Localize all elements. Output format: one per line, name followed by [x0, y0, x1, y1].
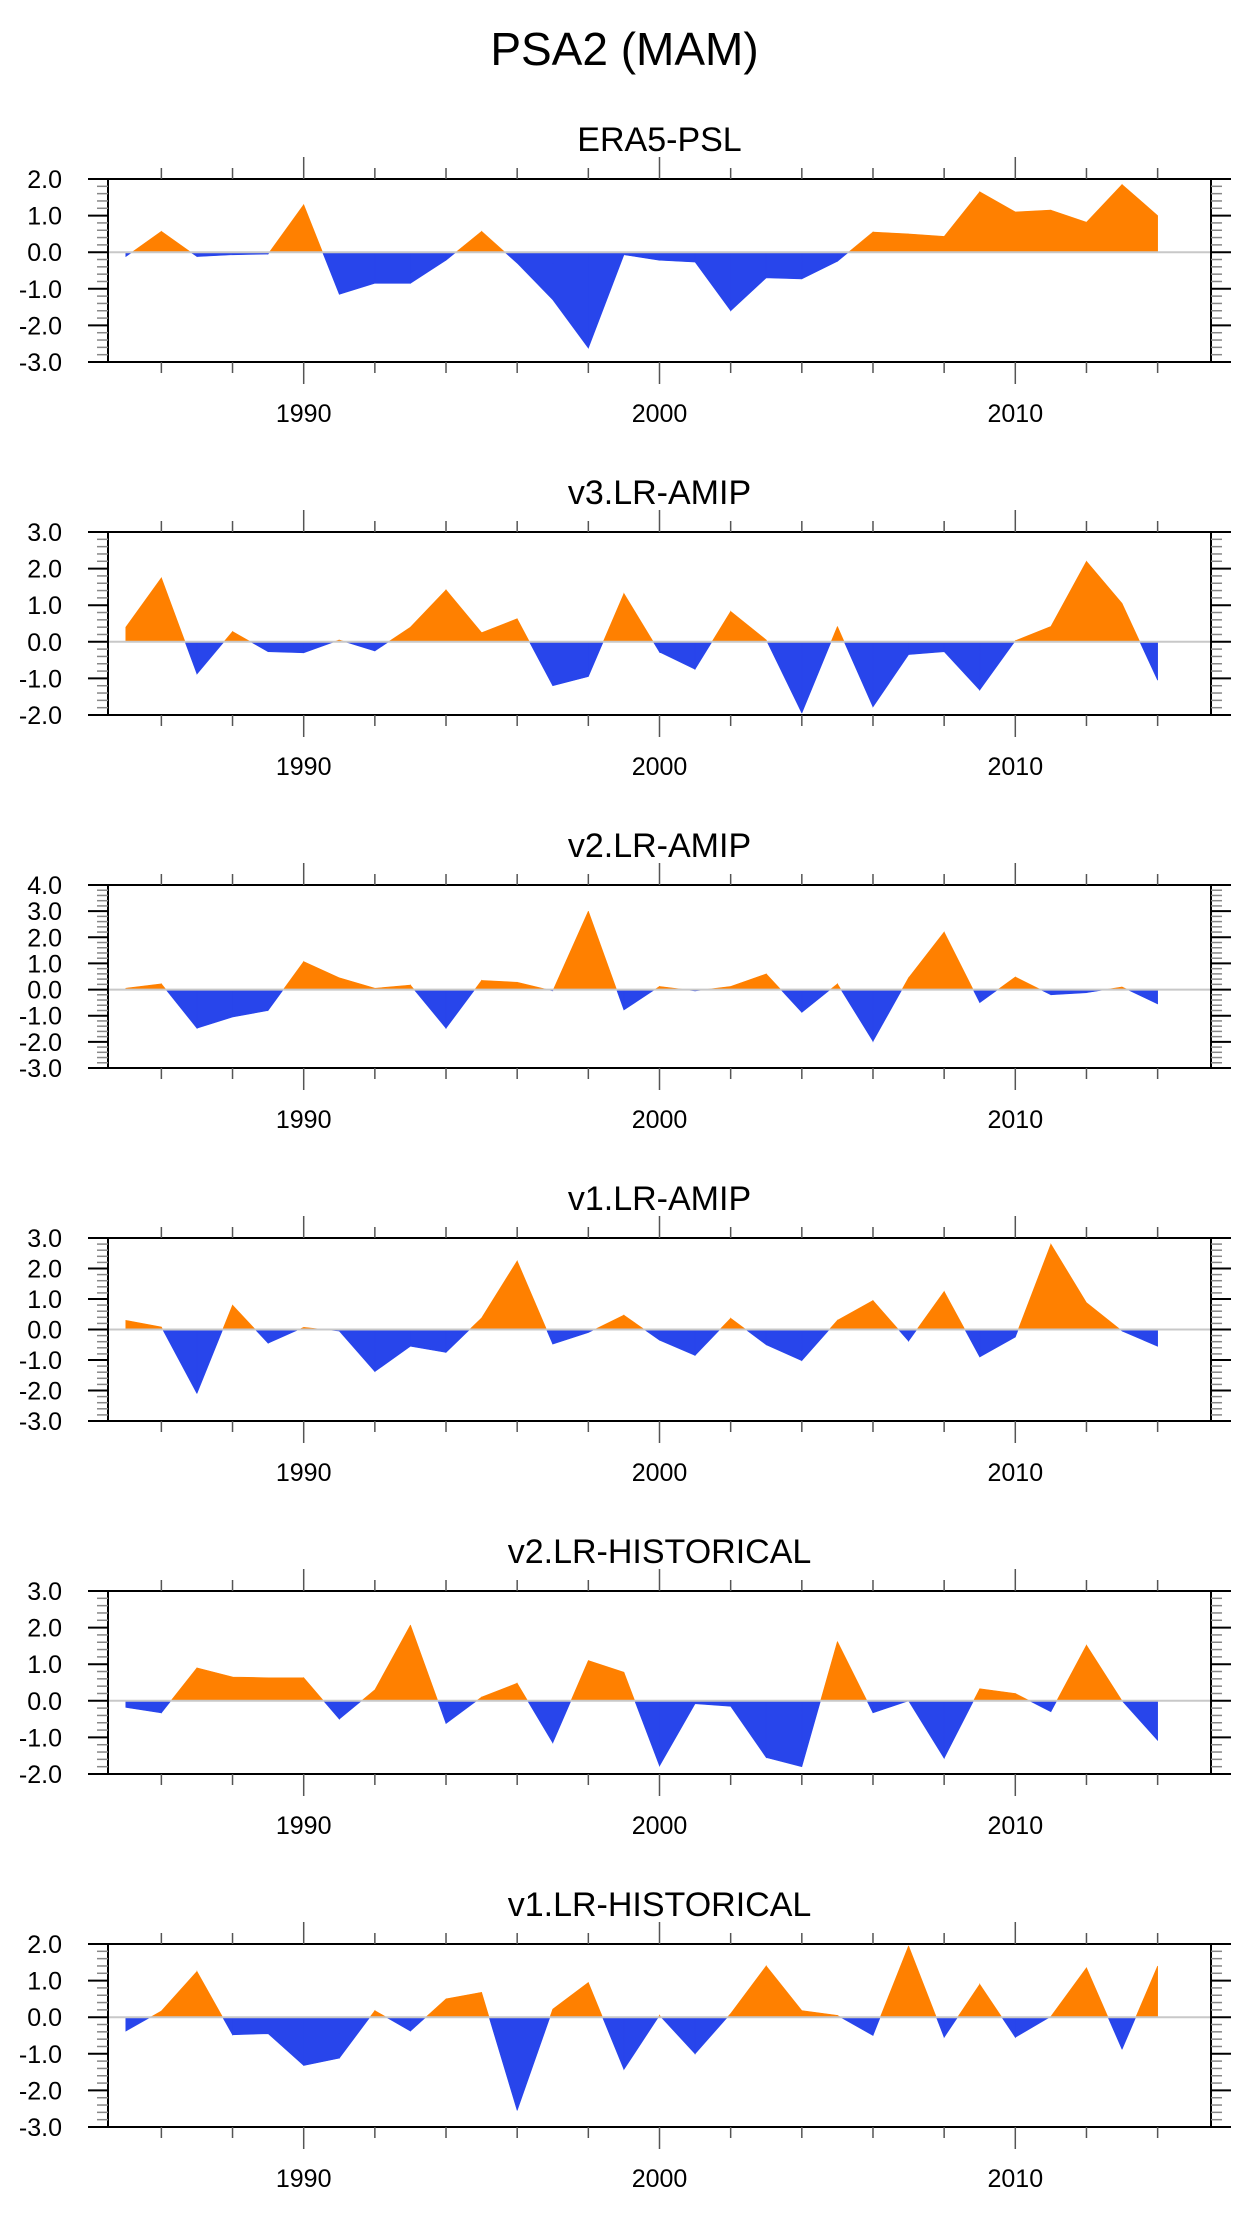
y-tick-label: 3.0 — [27, 1225, 62, 1253]
negative-area — [125, 2016, 1137, 2111]
x-tick-label: 2010 — [987, 1459, 1043, 1487]
y-tick-label: 2.0 — [27, 924, 62, 952]
positive-area — [149, 1945, 1158, 2018]
panel-4: v2.LR-HISTORICAL 3.0 2.0 1.0 0.0 -1.0 -2.0 1990… — [19, 1533, 1231, 1840]
y-tick-label: -1.0 — [19, 1003, 62, 1031]
y-tick-label: -1.0 — [19, 2041, 62, 2069]
y-tick-label: 4.0 — [27, 872, 62, 900]
y-tick-label: 2.0 — [27, 1256, 62, 1284]
panel-0: ERA5-PSL 2.0 1.0 0.0 -1.0 -2.0 -3.0 1990 2000 201… — [19, 121, 1231, 428]
x-tick-label: 2000 — [632, 753, 688, 781]
y-tick-label: -3.0 — [19, 2114, 62, 2142]
x-tick-label: 1990 — [276, 400, 332, 428]
panel-title: v1.LR-AMIP — [568, 1180, 751, 1218]
y-tick-label: -2.0 — [19, 1029, 62, 1057]
x-tick-label: 1990 — [276, 753, 332, 781]
y-tick-label: -1.0 — [19, 1347, 62, 1375]
plot-frame — [107, 531, 1212, 716]
y-tick-label: 1.0 — [27, 592, 62, 620]
panel-5: v1.LR-HISTORICAL 2.0 1.0 0.0 -1.0 -2.0 -3.0 199… — [19, 1886, 1231, 2193]
y-tick-label: 1.0 — [27, 1968, 62, 1996]
x-tick-label: 1990 — [276, 1106, 332, 1134]
x-tick-label: 2000 — [632, 1106, 688, 1134]
negative-area — [165, 989, 1158, 1043]
x-tick-label: 2000 — [632, 1459, 688, 1487]
y-tick-label: 0.0 — [27, 1688, 62, 1716]
positive-area — [131, 183, 1158, 253]
y-tick-label: 2.0 — [27, 1931, 62, 1959]
panel-title: v3.LR-AMIP — [568, 474, 751, 512]
y-tick-label: 2.0 — [27, 1615, 62, 1643]
y-tick-label: 3.0 — [27, 519, 62, 547]
panel-3: v1.LR-AMIP 3.0 2.01.0 0.0-1.0 -2.0-3.0 1990 20… — [19, 1180, 1231, 1487]
y-tick-label: -1.0 — [19, 1724, 62, 1752]
y-tick-label: -2.0 — [19, 1378, 62, 1406]
y-tick-label: 0.0 — [27, 1317, 62, 1345]
panel-title: ERA5-PSL — [577, 121, 741, 159]
y-tick-label: 1.0 — [27, 950, 62, 978]
negative-area — [162, 1329, 1158, 1394]
x-tick-label: 2000 — [632, 1812, 688, 1840]
x-tick-label: 2000 — [632, 400, 688, 428]
y-tick-label: 0.0 — [27, 239, 62, 267]
y-tick-label: -3.0 — [19, 1408, 62, 1436]
panel-title: v2.LR-HISTORICAL — [508, 1533, 812, 1571]
positive-area — [125, 560, 1141, 643]
y-tick-label: 0.0 — [27, 629, 62, 657]
x-tick-label: 2000 — [632, 2165, 688, 2193]
y-tick-label: 0.0 — [27, 2004, 62, 2032]
plot-frame — [107, 178, 1212, 363]
positive-area — [170, 1624, 1123, 1702]
y-tick-label: 2.0 — [27, 166, 62, 194]
y-tick-label: -2.0 — [19, 1761, 62, 1789]
y-tick-label: 2.0 — [27, 556, 62, 584]
plot-frame — [107, 884, 1212, 1069]
y-tick-label: -2.0 — [19, 702, 62, 730]
positive-area — [125, 911, 1128, 990]
x-tick-label: 1990 — [276, 1459, 332, 1487]
panel-title: v2.LR-AMIP — [568, 827, 751, 865]
y-tick-label: 1.0 — [27, 203, 62, 231]
y-tick-label: 0.0 — [27, 977, 62, 1005]
y-tick-label: -2.0 — [19, 312, 62, 340]
y-tick-label: 3.0 — [27, 1578, 62, 1606]
y-tick-label: -3.0 — [19, 349, 62, 377]
y-tick-label: 1.0 — [27, 1651, 62, 1679]
y-tick-label: 1.0 — [27, 1286, 62, 1314]
panel-1: v3.LR-AMIP 3.0 2.0 1.0 0.0 -1.0 -2.0 1990 2000 20… — [19, 474, 1231, 781]
negative-area — [125, 1700, 1158, 1768]
positive-area — [125, 1243, 1121, 1330]
figure-title: PSA2 (MAM) — [490, 23, 759, 75]
x-tick-label: 2010 — [987, 1812, 1043, 1840]
x-tick-label: 2010 — [987, 753, 1043, 781]
x-tick-label: 1990 — [276, 1812, 332, 1840]
y-tick-label: -2.0 — [19, 2077, 62, 2105]
negative-area — [184, 641, 1158, 714]
negative-area — [125, 251, 850, 350]
x-tick-label: 2010 — [987, 1106, 1043, 1134]
x-tick-label: 2010 — [987, 400, 1043, 428]
y-tick-label: -3.0 — [19, 1055, 62, 1083]
y-tick-label: -1.0 — [19, 665, 62, 693]
panel-title: v1.LR-HISTORICAL — [508, 1886, 812, 1924]
y-tick-label: 3.0 — [27, 898, 62, 926]
y-tick-label: -1.0 — [19, 276, 62, 304]
x-tick-label: 1990 — [276, 2165, 332, 2193]
panel-2: v2.LR-AMIP 4.03.02.01.00.0-1.0-2.0-3.0 199… — [19, 827, 1231, 1134]
x-tick-label: 2010 — [987, 2165, 1043, 2193]
